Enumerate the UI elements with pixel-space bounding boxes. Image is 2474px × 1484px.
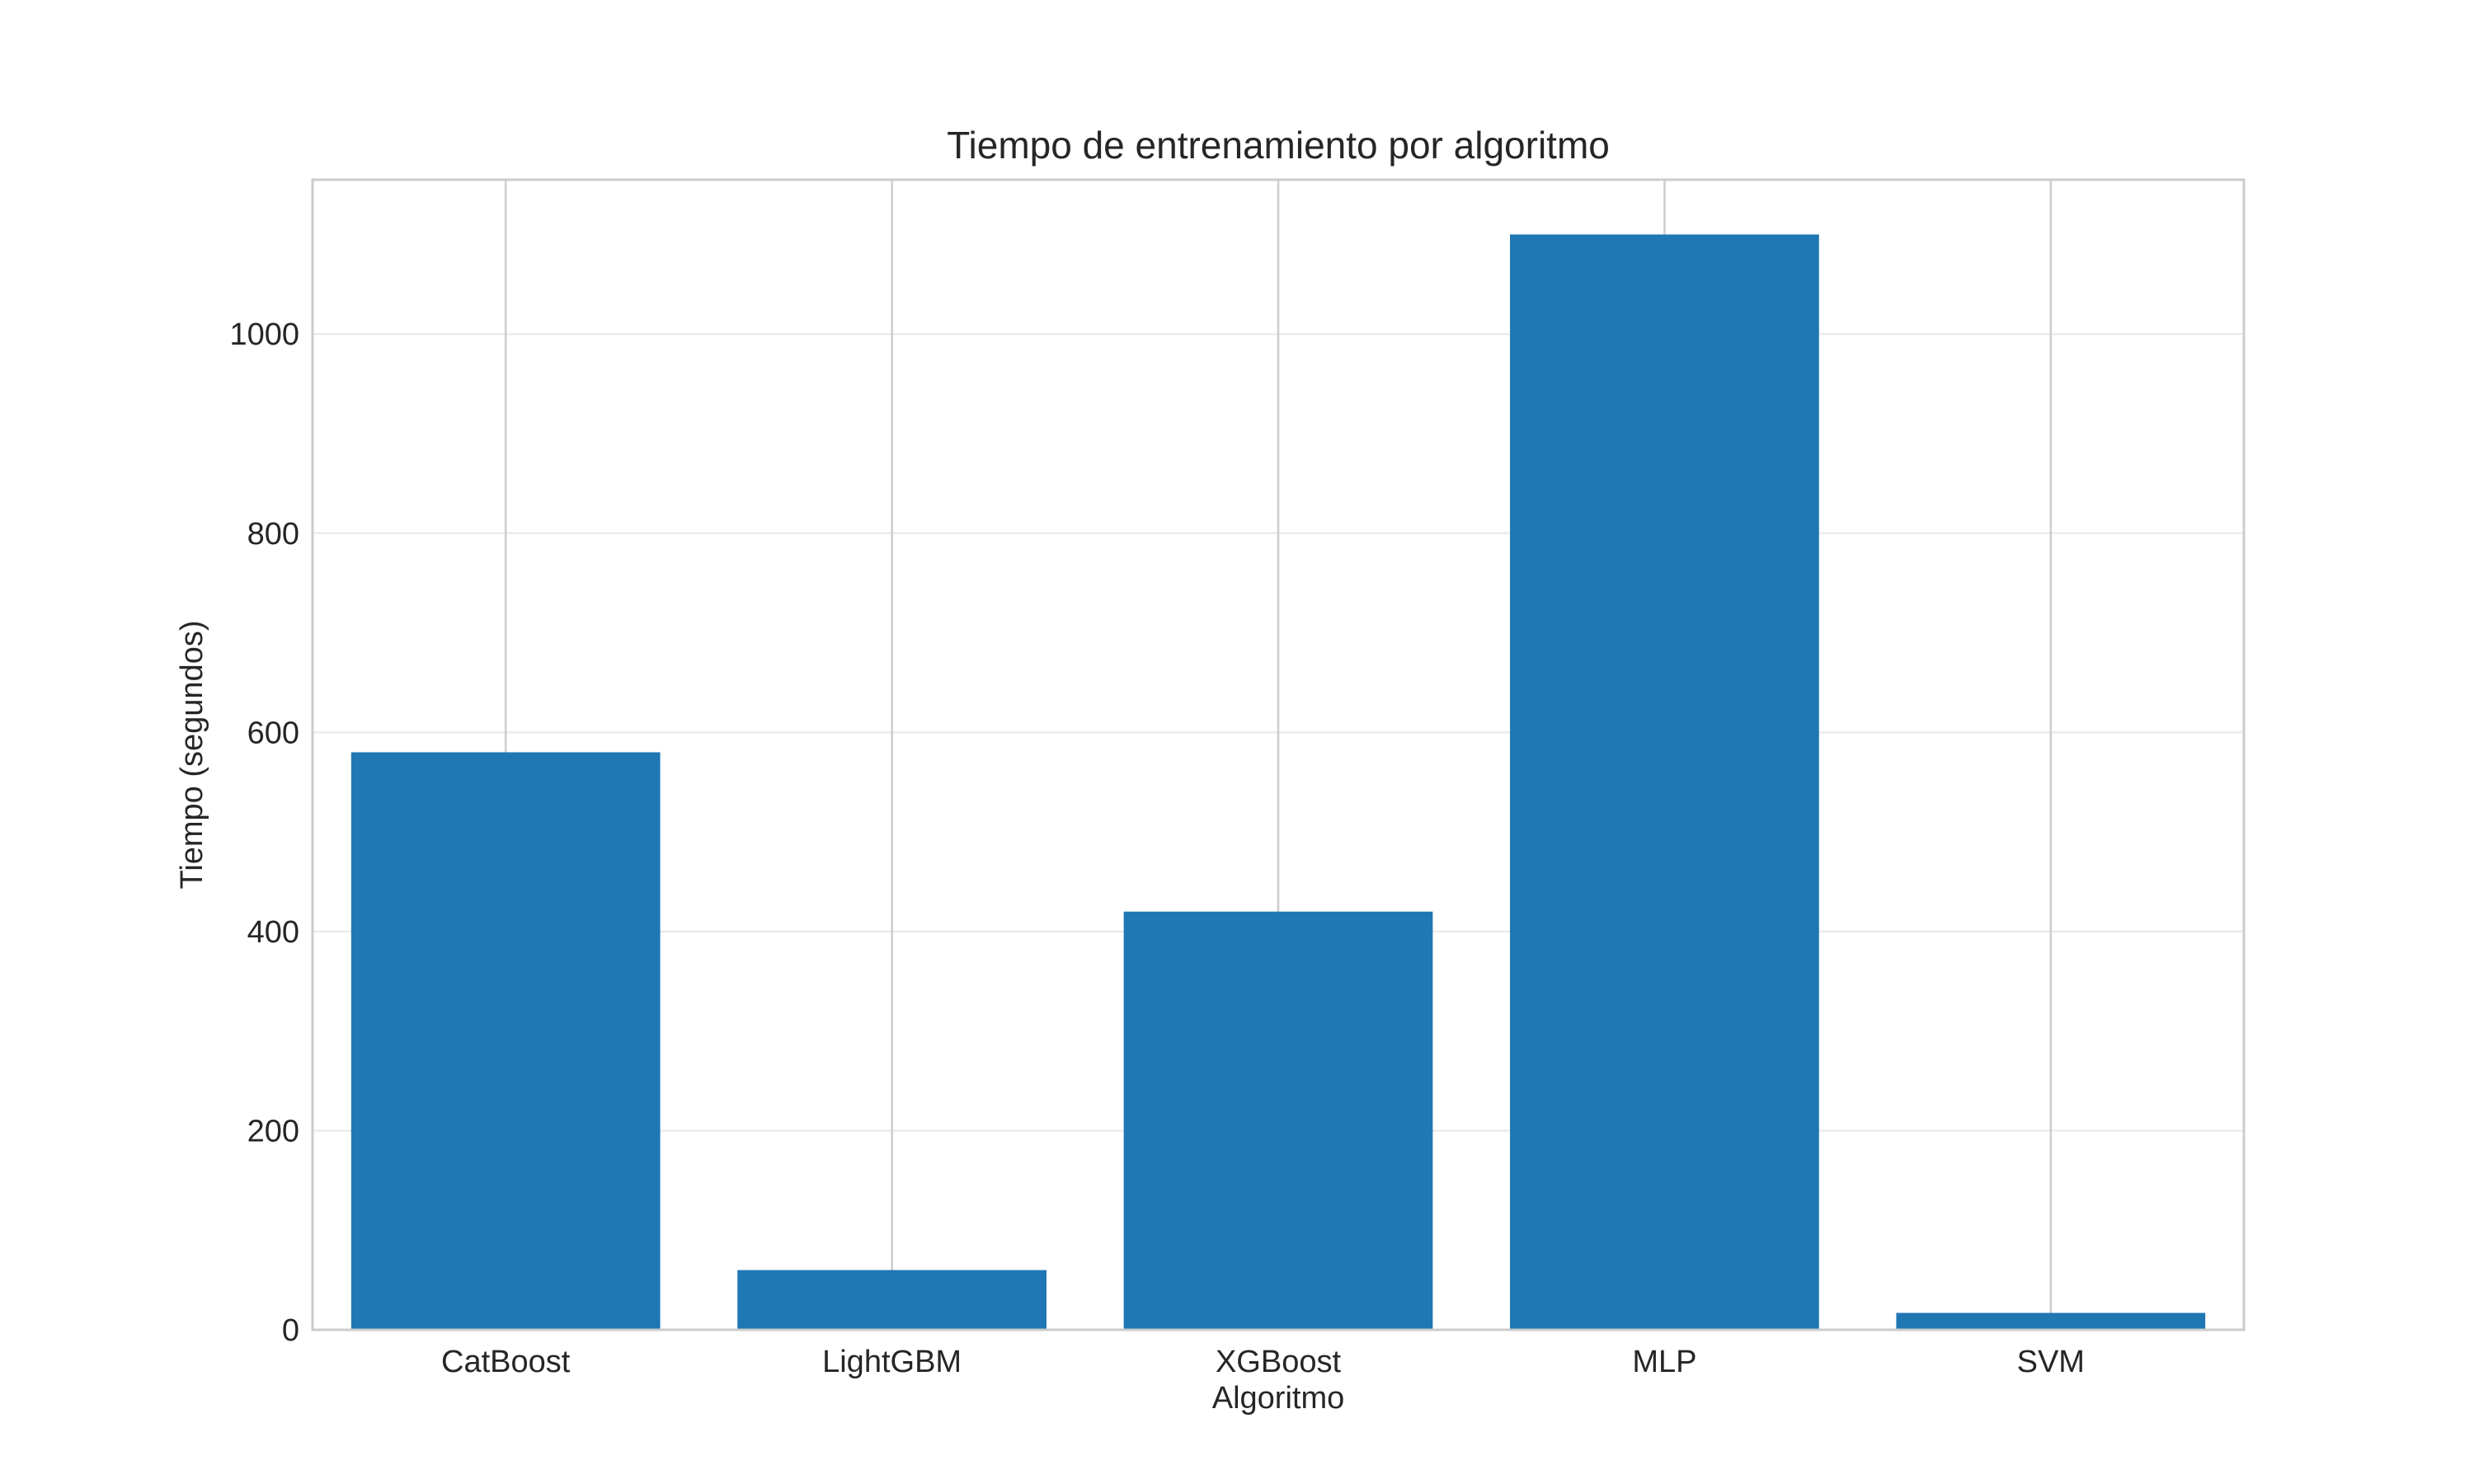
x-tick-label: CatBoost: [441, 1345, 571, 1379]
y-tick-label: 200: [247, 1114, 299, 1148]
x-axis-label: Algoritmo: [1212, 1381, 1345, 1416]
y-tick-label: 1000: [229, 317, 299, 352]
x-tick-label: MLP: [1632, 1345, 1696, 1379]
bar-xgboost: [1123, 911, 1433, 1330]
bar-mlp: [1510, 234, 1819, 1330]
y-tick-label: 600: [247, 716, 299, 750]
bars: [350, 234, 2206, 1330]
x-tick-label: SVM: [2017, 1345, 2085, 1379]
plot-frame: [311, 178, 2246, 1331]
y-tick-label: 400: [247, 915, 299, 950]
chart-title: Tiempo de entrenamiento por algoritmo: [947, 124, 1610, 167]
tick-labels: 0 200 400 600 800 1000 CatBoost LightGBM XGBoost…: [229, 317, 2085, 1379]
y-tick-label: 800: [247, 517, 299, 552]
x-tick-label: LightGBM: [822, 1345, 962, 1379]
bar-lightgbm: [737, 1270, 1047, 1330]
y-tick-label: 0: [282, 1313, 299, 1348]
x-tick-label: XGBoost: [1216, 1345, 1342, 1379]
y-axis-label: Tiempo (segundos): [175, 621, 209, 890]
bar-svm: [1896, 1313, 2206, 1330]
bar-catboost: [350, 752, 661, 1330]
